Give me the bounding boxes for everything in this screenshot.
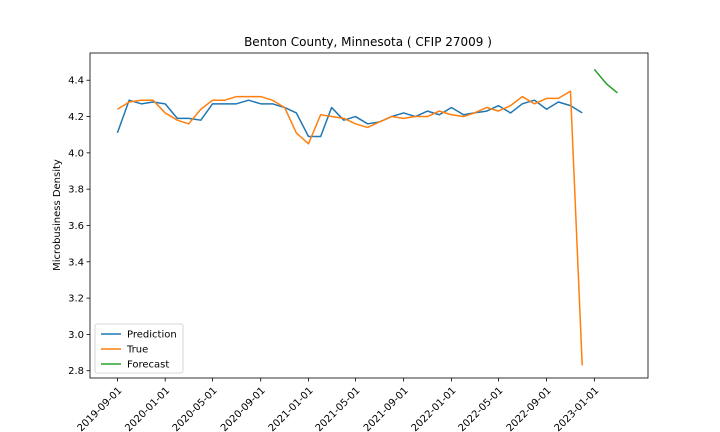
plot-area (116, 68, 618, 366)
legend-box (94, 323, 184, 374)
y-tick-label: 3.0 (68, 330, 84, 341)
y-tick-label: 4.4 (68, 76, 84, 87)
legend-label-true: True (126, 345, 148, 356)
series-line-prediction (116, 99, 583, 138)
series-line-true (117, 90, 583, 366)
y-tick-label: 2.8 (68, 366, 84, 377)
chart-title: Benton County, Minnesota ( CFIP 27009 ) (244, 35, 492, 49)
y-tick-label: 3.6 (68, 221, 84, 232)
y-tick-label: 3.8 (68, 185, 84, 196)
series-line-forecast (593, 68, 618, 94)
y-axis-label: Microbusiness Density (52, 159, 63, 271)
y-tick-label: 4.0 (68, 148, 84, 159)
legend-label-prediction: Prediction (127, 330, 177, 341)
legend-label-forecast: Forecast (127, 360, 169, 371)
y-tick-label: 3.4 (68, 257, 84, 268)
y-tick-label: 4.2 (68, 112, 84, 123)
axes-frame (89, 52, 649, 379)
y-axis: 2.8 3.0 3.2 3.4 3.6 3.8 4.0 4.2 4.4 (68, 76, 90, 377)
y-tick-label: 3.2 (68, 294, 84, 305)
legend: Prediction True Forecast (94, 323, 184, 374)
